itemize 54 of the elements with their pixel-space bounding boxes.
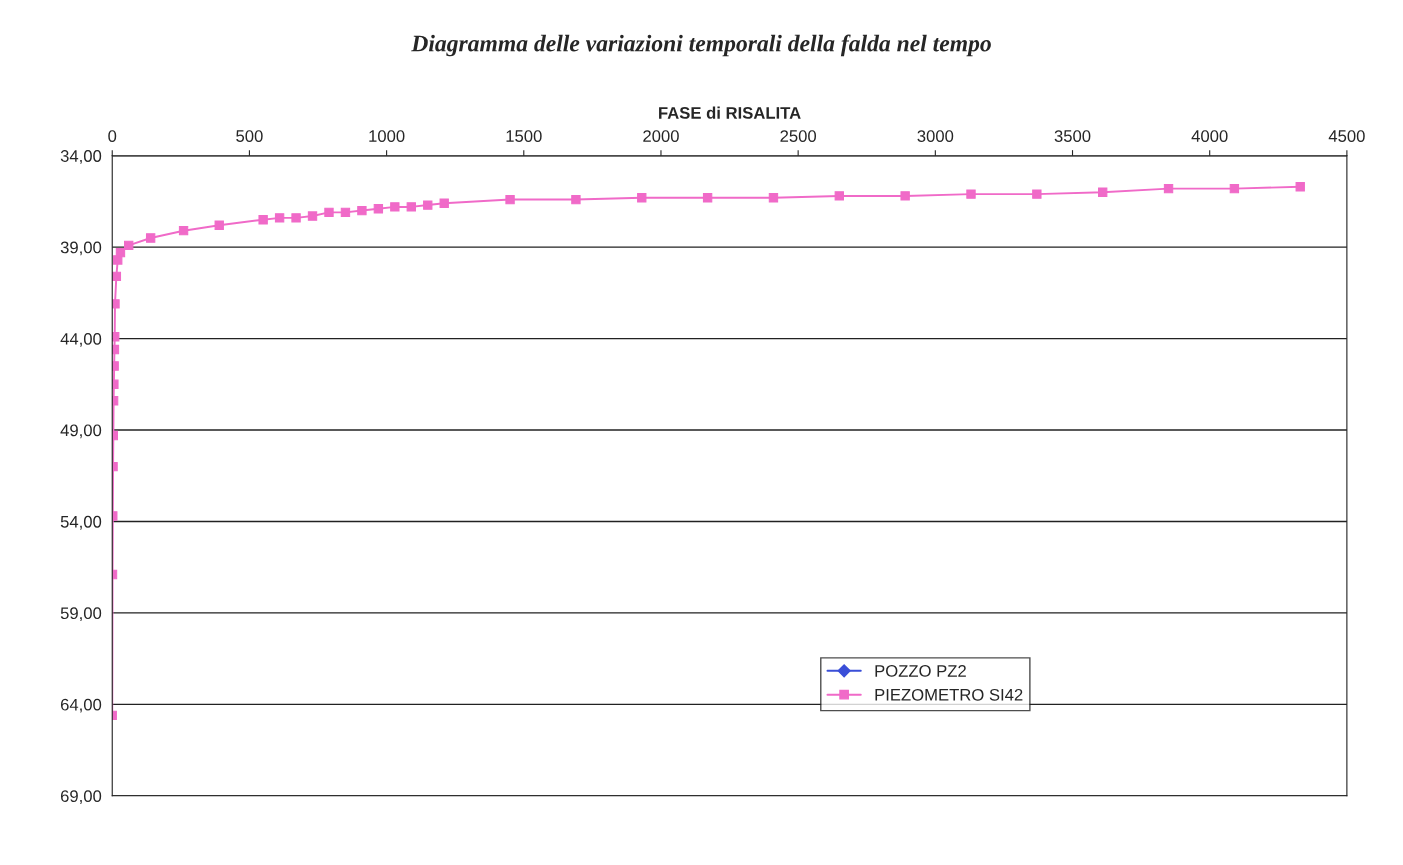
x-tick-label: 2000 <box>643 130 679 142</box>
point <box>214 220 224 230</box>
x-tick-label: 0 <box>108 130 117 142</box>
y-tick-label: 64,00 <box>60 698 102 713</box>
point <box>115 247 126 258</box>
point <box>390 202 400 212</box>
point <box>1032 189 1042 199</box>
point <box>178 226 189 236</box>
x-tick-label: 1000 <box>369 130 405 142</box>
x-tick-label: 2500 <box>780 130 817 142</box>
point <box>834 191 844 201</box>
point <box>406 202 416 212</box>
point <box>373 204 384 214</box>
point <box>439 198 449 208</box>
point <box>702 193 713 203</box>
x-tick-label: 3500 <box>1054 130 1091 142</box>
x-tick-label: 4000 <box>1191 130 1228 142</box>
y-tick-label: 59,00 <box>60 607 102 622</box>
point <box>423 200 433 210</box>
point <box>274 213 285 223</box>
y-tick-label: 34,00 <box>60 150 102 164</box>
point <box>1098 187 1108 197</box>
y-tick-label: 69,00 <box>60 790 102 804</box>
point <box>324 207 334 218</box>
x-tick-label: 3000 <box>917 130 954 142</box>
point <box>505 194 515 205</box>
point <box>258 215 268 225</box>
legend-label: PIEZOMETRO SI42 <box>875 688 1023 701</box>
point <box>1295 182 1305 192</box>
point <box>900 191 910 201</box>
point <box>357 205 367 216</box>
point <box>113 255 123 265</box>
y-tick-label: 54,00 <box>60 515 102 530</box>
point <box>340 207 351 218</box>
x-tick-label: 500 <box>236 130 263 142</box>
x-tick-label: 1500 <box>506 130 542 142</box>
point <box>571 194 581 205</box>
point <box>124 240 134 250</box>
x-tick-label: 4500 <box>1328 130 1365 142</box>
point <box>966 189 976 199</box>
chart-title: Diagramma delle variazioni temporali della falda nel tempo <box>411 34 991 57</box>
point <box>637 193 647 203</box>
y-tick-label: 44,00 <box>60 332 102 347</box>
point <box>145 233 156 243</box>
point <box>768 193 779 203</box>
x-axis-title: FASE di RISALITA <box>659 106 801 119</box>
point <box>307 211 318 221</box>
point <box>1229 183 1240 194</box>
legend-label: POZZO PZ2 <box>875 665 966 677</box>
y-tick-label: 39,00 <box>60 241 102 256</box>
point <box>291 213 301 223</box>
point <box>112 299 120 309</box>
point <box>1163 183 1174 194</box>
y-tick-label: 49,00 <box>60 424 102 439</box>
